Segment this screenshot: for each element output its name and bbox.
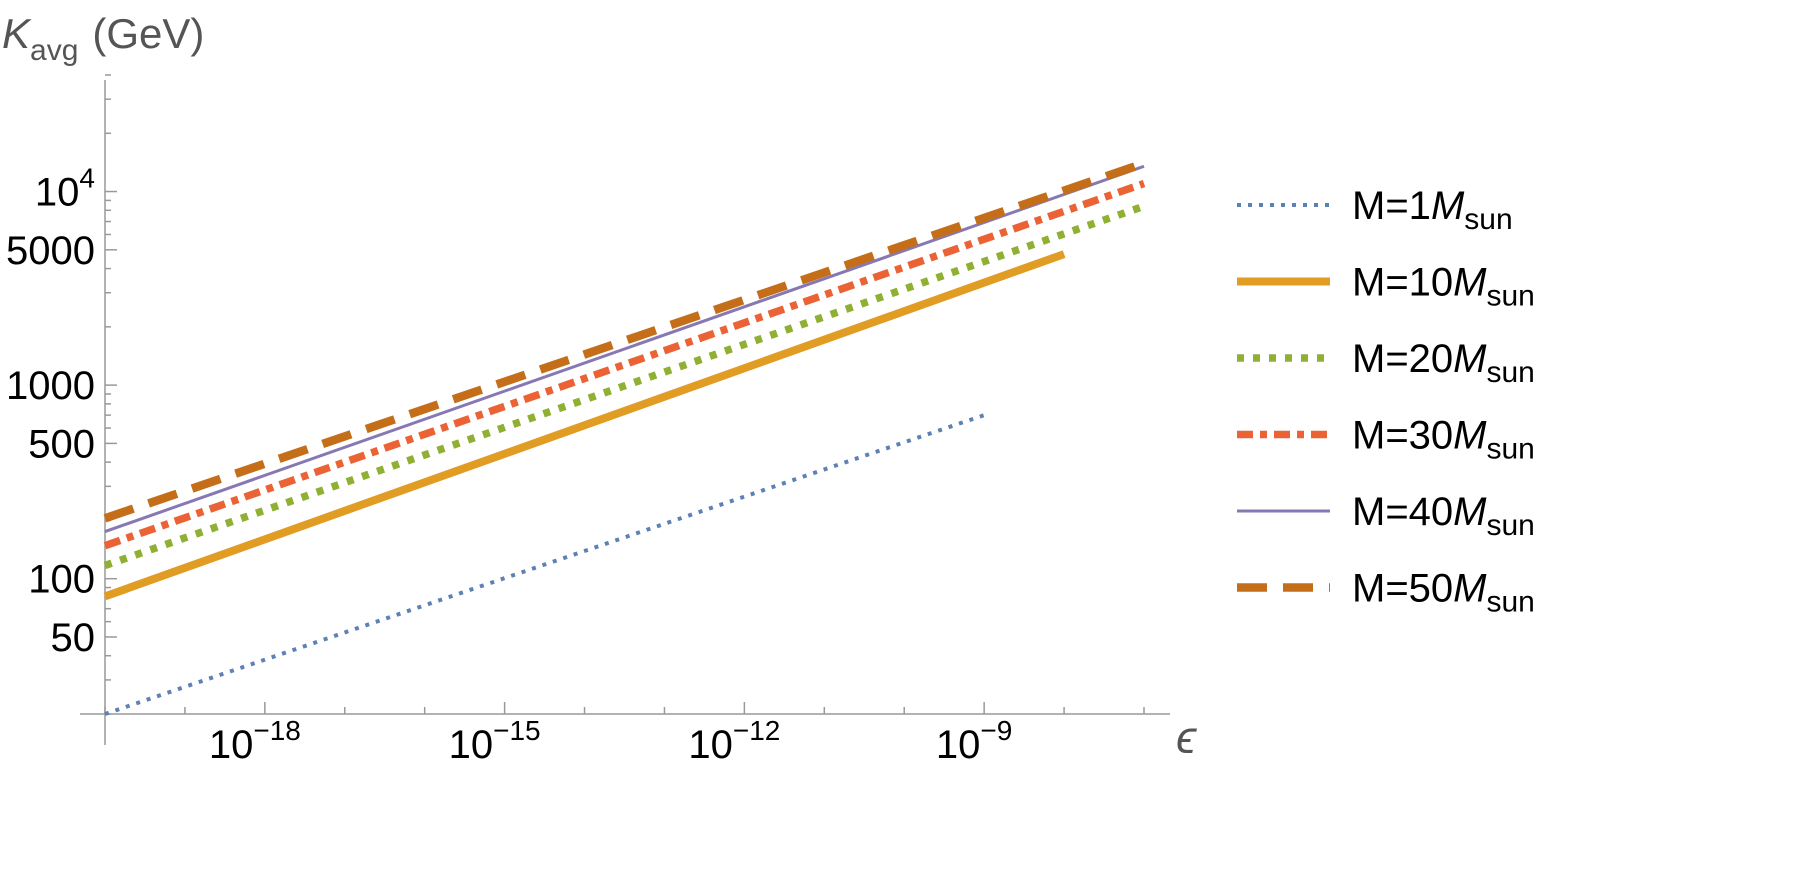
y-tick-label: 104 [35, 163, 95, 215]
axes [80, 74, 1170, 745]
series-line [103, 179, 1146, 550]
legend-label: M=10Msun [1352, 261, 1535, 313]
legend-label: M=50Msun [1352, 567, 1535, 619]
y-tick-label: 500 [28, 422, 95, 466]
y-tick-label: 100 [28, 558, 95, 602]
x-tick-label: 10−18 [209, 715, 301, 767]
legend-label: M=20Msun [1352, 337, 1535, 389]
x-axis-title: ϵ [1176, 711, 1197, 763]
series-line [104, 164, 1145, 534]
series-line [103, 250, 1066, 601]
tick-labels: 50 100 500 1000 5000 104 10−18 10−15 10−12 10−9 [6, 163, 1012, 767]
series-line [103, 159, 1146, 523]
x-tick-label: 10−9 [936, 715, 1012, 767]
legend-label: M=40Msun [1352, 490, 1535, 542]
y-tick-label: 50 [51, 616, 96, 660]
y-axis-title: Kavg (GeV) [2, 10, 204, 67]
series-line [103, 202, 1146, 570]
x-tick-label: 10−15 [449, 715, 541, 767]
legend-label: M=30Msun [1352, 414, 1535, 466]
y-tick-label: 5000 [6, 229, 95, 273]
series-line [104, 413, 985, 716]
x-tick-label: 10−12 [688, 715, 780, 767]
legend: M=1Msun M=10Msun M=20Msun M=30Msun M=40Msun M… [1237, 184, 1535, 619]
y-tick-label: 1000 [6, 364, 95, 408]
series-layer [103, 159, 1146, 716]
legend-label: M=1Msun [1352, 184, 1513, 236]
